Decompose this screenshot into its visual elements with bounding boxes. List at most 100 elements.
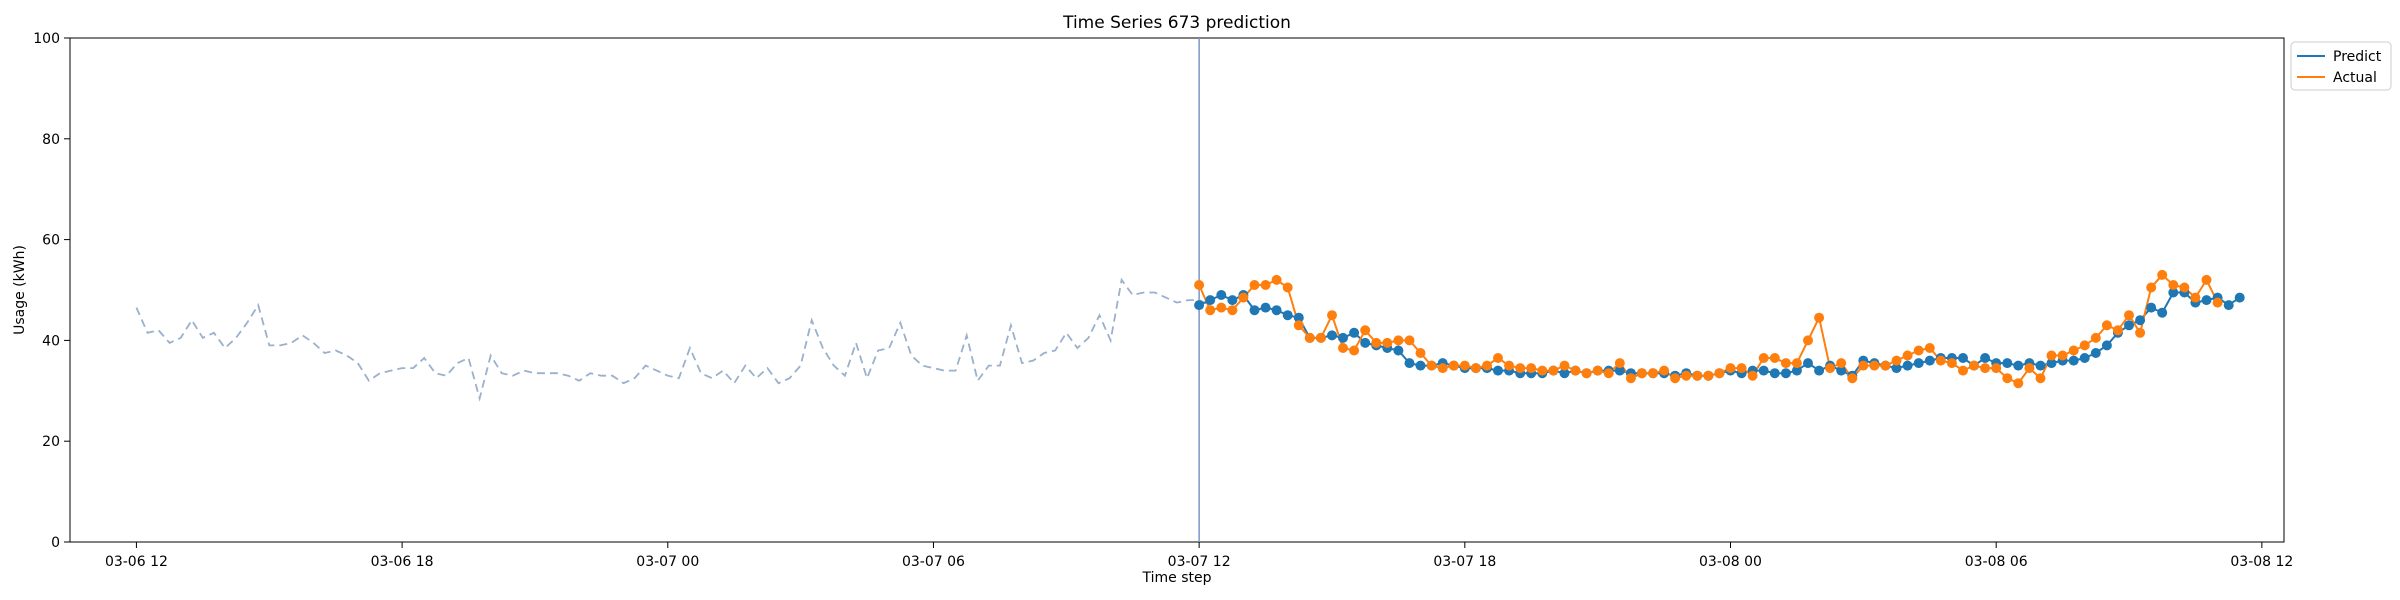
y-tick-label: 0 — [51, 535, 60, 551]
actual-point — [1670, 373, 1681, 384]
actual-point — [1825, 363, 1836, 374]
actual-point — [1880, 360, 1891, 371]
actual-point — [1537, 365, 1548, 376]
predict-point — [2234, 292, 2245, 303]
predict-point — [1769, 368, 1780, 379]
actual-point — [1991, 363, 2002, 374]
predict-point — [1393, 345, 1404, 356]
actual-point — [1625, 373, 1636, 384]
actual-point — [2146, 282, 2157, 293]
actual-point — [1714, 368, 1725, 379]
actual-point — [1482, 360, 1492, 371]
legend-predict-label: Predict — [2333, 49, 2382, 65]
actual-point — [1913, 345, 1924, 356]
actual-point — [1592, 365, 1603, 376]
actual-point — [1426, 360, 1437, 371]
actual-point — [1304, 332, 1315, 343]
actual-point — [1703, 370, 1714, 381]
actual-point — [1404, 335, 1415, 346]
actual-point — [1249, 280, 1260, 290]
actual-point — [2046, 350, 2057, 361]
actual-point — [2157, 269, 2168, 280]
actual-point — [1659, 365, 1670, 376]
y-axis: 0 20 40 60 80 100 — [33, 31, 70, 551]
x-tick-label: 03-06 12 — [105, 554, 168, 570]
actual-point — [1924, 343, 1935, 353]
actual-point — [1548, 365, 1559, 376]
actual-point — [1227, 305, 1238, 316]
predict-point — [1803, 358, 1813, 369]
predict-point — [1902, 360, 1913, 371]
predict-point — [2168, 287, 2179, 298]
predict-point — [2068, 355, 2079, 366]
actual-point — [2112, 325, 2123, 336]
actual-point — [1493, 353, 1503, 363]
actual-point — [1758, 353, 1769, 363]
actual-point — [1581, 368, 1592, 379]
predict-point — [1958, 353, 1968, 363]
actual-point — [2179, 282, 2190, 293]
predict-point — [1493, 365, 1503, 376]
actual-point — [1858, 360, 1869, 371]
actual-point — [2168, 280, 2179, 290]
predict-point — [1349, 327, 1360, 338]
actual-point — [2002, 373, 2013, 384]
y-tick-label: 80 — [42, 132, 60, 148]
predict-point — [2201, 295, 2212, 306]
actual-point — [1448, 360, 1459, 371]
legend: Predict Actual — [2290, 41, 2392, 91]
actual-point — [1902, 350, 1913, 361]
x-tick-label: 03-06 18 — [371, 554, 434, 570]
actual-point — [2079, 340, 2090, 351]
actual-point — [1216, 302, 1227, 313]
predict-point — [2146, 302, 2157, 313]
y-axis-title: Usage (kWh) — [12, 245, 28, 335]
chart-title: Time Series 673 prediction — [1062, 13, 1291, 33]
actual-point — [1869, 360, 1880, 371]
history-line — [135, 277, 1211, 402]
predict-point — [1791, 365, 1802, 376]
actual-point — [1205, 305, 1216, 316]
actual-point — [2090, 332, 2101, 343]
predict-point — [1227, 295, 1238, 306]
actual-point — [1814, 312, 1825, 323]
actual-point — [1382, 337, 1393, 348]
predict-point — [1559, 368, 1570, 379]
actual-point — [1349, 345, 1360, 356]
predict-point — [1913, 358, 1924, 369]
actual-point — [2057, 350, 2068, 361]
predict-point — [1780, 368, 1791, 379]
actual-point — [1891, 355, 1902, 366]
predict-point — [2090, 348, 2101, 358]
actual-point — [1315, 332, 1326, 343]
actual-point — [1570, 365, 1581, 376]
actual-point — [1791, 358, 1802, 369]
actual-point — [1648, 368, 1658, 379]
plot-frame — [69, 37, 2285, 543]
actual-point — [1437, 363, 1448, 374]
predict-point — [1836, 365, 1847, 376]
actual-point — [2013, 378, 2024, 389]
predict-point — [1260, 302, 1271, 313]
actual-point — [2068, 345, 2079, 356]
actual-point — [1736, 363, 1747, 374]
actual-point — [2024, 363, 2035, 374]
actual-point — [1747, 370, 1758, 381]
y-tick-label: 40 — [42, 333, 60, 349]
predict-point — [1614, 365, 1625, 376]
predict-point — [1249, 305, 1260, 316]
actual-point — [1980, 363, 1991, 374]
y-tick-label: 60 — [42, 233, 60, 249]
predict-point — [1891, 363, 1902, 374]
x-tick-label: 03-07 18 — [1433, 554, 1496, 570]
predict-point — [1293, 312, 1304, 323]
predict-point — [1282, 310, 1293, 321]
actual-point — [1260, 280, 1271, 290]
actual-point — [2101, 320, 2112, 331]
actual-point — [1338, 343, 1348, 353]
y-tick-label: 100 — [33, 31, 60, 47]
actual-point — [1946, 358, 1957, 369]
actual-point — [1293, 320, 1304, 331]
predict-point — [1360, 337, 1371, 348]
predict-point — [1404, 358, 1415, 369]
